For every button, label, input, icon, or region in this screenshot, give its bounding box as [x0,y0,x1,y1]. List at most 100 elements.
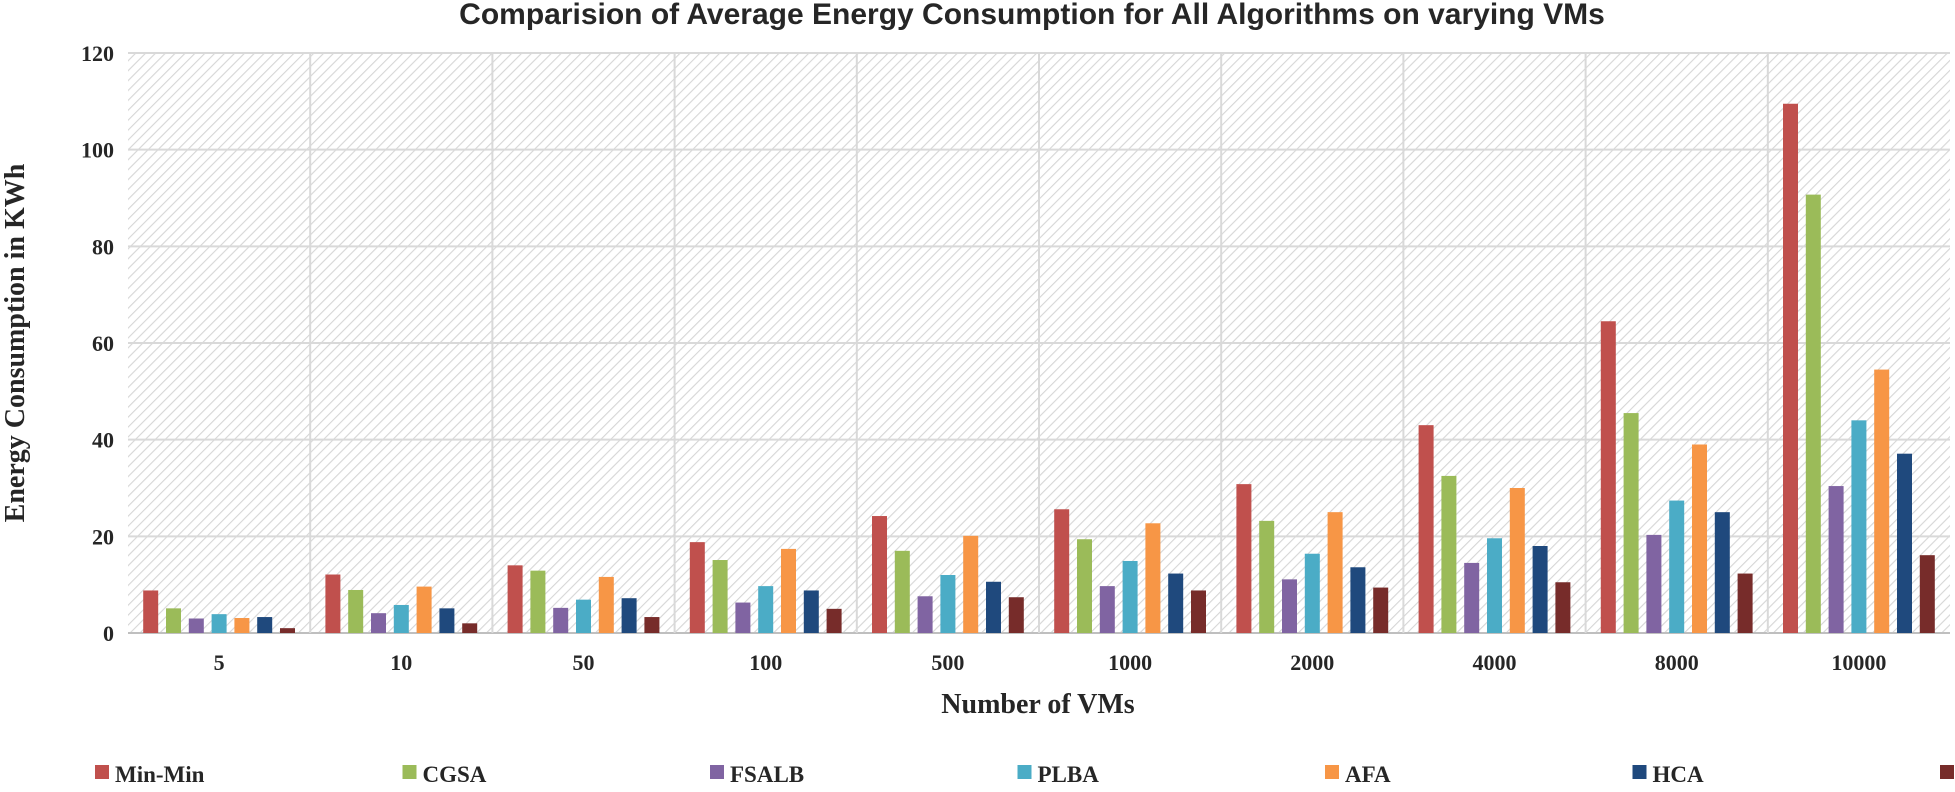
legend-swatch [402,765,417,779]
bar-min-min-100 [689,542,705,633]
chart-title: Comparision of Average Energy Consumptio… [459,0,1605,31]
bar-cflb-2000 [1373,587,1389,633]
legend-label: Min-Min [115,762,205,787]
bar-hca-8000 [1714,512,1730,633]
bar-cgsa-500 [894,550,910,633]
bar-hca-500 [986,581,1001,633]
bar-min-min-10 [325,574,341,633]
x-tick-label: 2000 [1290,650,1334,675]
x-axis-label: Number of VMs [941,689,1135,720]
bar-hca-10 [439,608,455,633]
legend-label: CGSA [423,762,487,787]
x-tick-label: 10 [390,650,412,675]
bar-min-min-500 [872,516,887,633]
x-tick-label: 50 [573,650,595,675]
bar-cgsa-2000 [1259,520,1275,633]
bar-cflb-5 [280,628,295,633]
bar-plba-1000 [1122,560,1138,633]
y-tick-label: 80 [92,234,114,259]
legend-label: PLBA [1038,762,1100,787]
bar-afa-5 [234,618,250,633]
bar-plba-500 [940,575,956,633]
bar-plba-10 [393,604,409,633]
bar-plba-100 [758,586,774,633]
bar-afa-10 [416,586,432,633]
y-tick-label: 60 [92,331,114,356]
bar-hca-4000 [1532,546,1548,633]
y-tick-label: 120 [81,41,114,66]
bar-hca-50 [621,598,637,633]
y-tick-label: 100 [81,138,114,163]
bar-afa-500 [963,535,979,633]
x-tick-label: 100 [749,650,782,675]
bar-fsalb-1000 [1099,586,1115,633]
legend-swatch [95,765,109,779]
bar-fsalb-50 [553,607,569,633]
bar-cgsa-5 [166,608,181,633]
bar-afa-50 [598,576,614,633]
bar-plba-2000 [1304,553,1320,633]
bar-plba-4000 [1487,538,1502,633]
bar-afa-2000 [1327,512,1343,633]
y-tick-label: 20 [92,524,114,549]
legend: Min-MinCGSAFSALBPLBAAFAHCACFLB [95,762,1954,787]
bar-min-min-8000 [1600,321,1616,633]
gridlines [128,52,1950,634]
bar-cgsa-100 [712,560,728,633]
y-tick-label: 40 [92,428,114,453]
bar-cflb-500 [1008,597,1024,633]
bar-hca-1000 [1168,573,1184,633]
legend-label: HCA [1653,762,1705,787]
x-tick-label: 500 [931,650,964,675]
bar-cgsa-10000 [1805,194,1821,633]
y-tick-label: 0 [103,621,114,646]
bar-min-min-50 [507,565,523,633]
bar-cflb-100 [826,608,842,633]
bar-cgsa-8000 [1623,413,1639,633]
legend-label: FSALB [730,762,804,787]
bar-hca-10000 [1897,453,1912,633]
x-tick-label: 1000 [1108,650,1152,675]
bar-hca-2000 [1350,567,1366,633]
bar-plba-5 [211,614,227,633]
bar-fsalb-8000 [1646,534,1662,633]
bar-min-min-1000 [1054,509,1070,633]
bar-cflb-10000 [1919,555,1935,633]
bar-fsalb-100 [735,602,751,633]
bar-hca-100 [803,590,819,633]
bar-afa-8000 [1692,444,1707,633]
x-tick-label: 10000 [1831,650,1886,675]
bar-hca-5 [257,617,273,633]
bar-fsalb-5 [188,618,204,633]
bar-min-min-10000 [1783,103,1798,633]
bar-afa-10000 [1874,369,1890,633]
bar-cflb-10 [462,623,478,633]
bar-cgsa-4000 [1441,475,1457,633]
x-axis-ticks: 5 10 50 100 500 1000 2000 4000 8000 10000 [214,650,1887,675]
bar-cgsa-10 [348,589,364,633]
legend-swatch [710,765,724,779]
bar-fsalb-10000 [1828,486,1844,633]
legend-swatch [1940,765,1954,779]
bar-cflb-4000 [1555,582,1571,633]
legend-swatch [1325,765,1339,779]
bar-fsalb-2000 [1282,579,1297,633]
y-axis-ticks: 0 20 40 60 80 100 120 [81,41,114,646]
bar-min-min-2000 [1236,484,1252,633]
bar-fsalb-4000 [1464,562,1480,633]
legend-swatch [1017,765,1032,779]
bar-fsalb-500 [917,596,933,633]
x-tick-label: 8000 [1655,650,1699,675]
bar-afa-1000 [1145,523,1161,633]
bar-cgsa-50 [530,570,546,633]
legend-label: AFA [1345,762,1391,787]
x-tick-label: 5 [214,650,225,675]
bar-plba-50 [576,599,591,633]
y-axis-label: Energy Consumption in KWh [0,163,31,522]
bar-min-min-4000 [1418,425,1434,633]
bar-cgsa-1000 [1077,539,1092,633]
bar-plba-8000 [1669,500,1685,633]
x-tick-label: 4000 [1473,650,1517,675]
bar-afa-4000 [1509,488,1525,633]
